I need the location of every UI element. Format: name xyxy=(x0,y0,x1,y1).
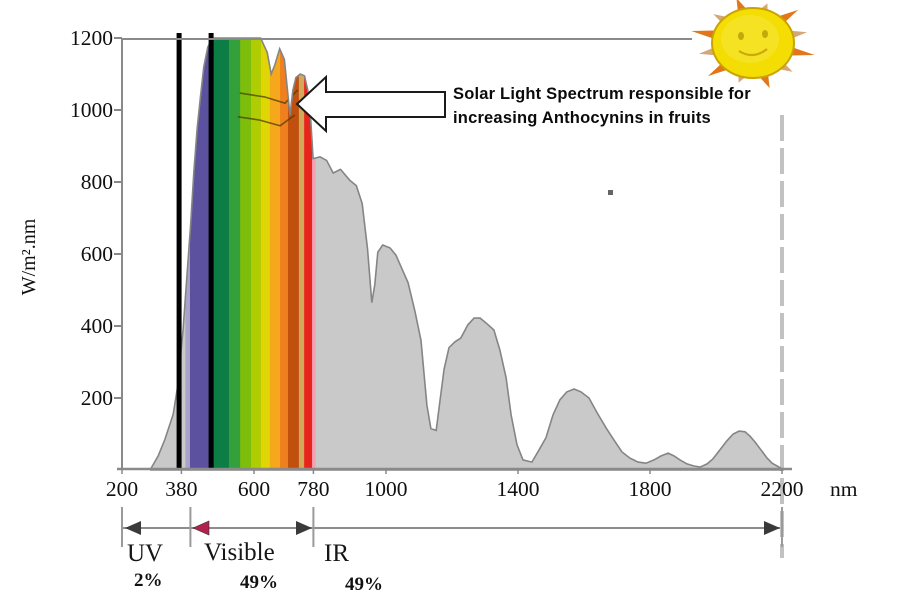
artifact-dot xyxy=(608,190,613,195)
ir-region-label: IR xyxy=(324,540,349,567)
svg-text:600: 600 xyxy=(238,477,270,501)
annotation-text: Solar Light Spectrum responsible for inc… xyxy=(453,82,843,130)
dimension-lines xyxy=(121,507,783,547)
svg-text:600: 600 xyxy=(81,242,113,266)
ir-region-percent: 49% xyxy=(345,574,383,595)
axes-frame: 200 400 600 800 1000 1200 200 380 600 780 1000 1400… xyxy=(70,26,858,501)
svg-text:1000: 1000 xyxy=(70,98,113,122)
uv-region-percent: 2% xyxy=(134,570,163,591)
svg-text:200: 200 xyxy=(106,477,138,501)
y-axis-unit-label: W/m².nm xyxy=(18,218,40,296)
visible-region-percent: 49% xyxy=(240,572,278,593)
svg-text:1800: 1800 xyxy=(629,477,672,501)
svg-text:780: 780 xyxy=(297,477,329,501)
svg-text:1200: 1200 xyxy=(70,26,113,50)
band-boundary-lines xyxy=(176,33,214,469)
svg-text:2200: 2200 xyxy=(761,477,804,501)
annotation-line-1: Solar Light Spectrum responsible for xyxy=(453,85,751,103)
uv-region-label: UV xyxy=(127,540,164,567)
svg-text:380: 380 xyxy=(165,477,197,501)
svg-text:1000: 1000 xyxy=(365,477,408,501)
svg-text:1400: 1400 xyxy=(497,477,540,501)
svg-text:800: 800 xyxy=(81,170,113,194)
visible-region-label: Visible xyxy=(204,539,275,566)
svg-text:nm: nm xyxy=(830,477,858,501)
svg-text:200: 200 xyxy=(81,386,113,410)
block-arrow-left-icon xyxy=(295,74,446,134)
svg-text:400: 400 xyxy=(81,314,113,338)
smiling-sun-icon xyxy=(691,0,815,89)
visible-spectrum-rainbow xyxy=(185,38,316,470)
annotation-line-2: increasing Anthocynins in fruits xyxy=(453,109,711,127)
